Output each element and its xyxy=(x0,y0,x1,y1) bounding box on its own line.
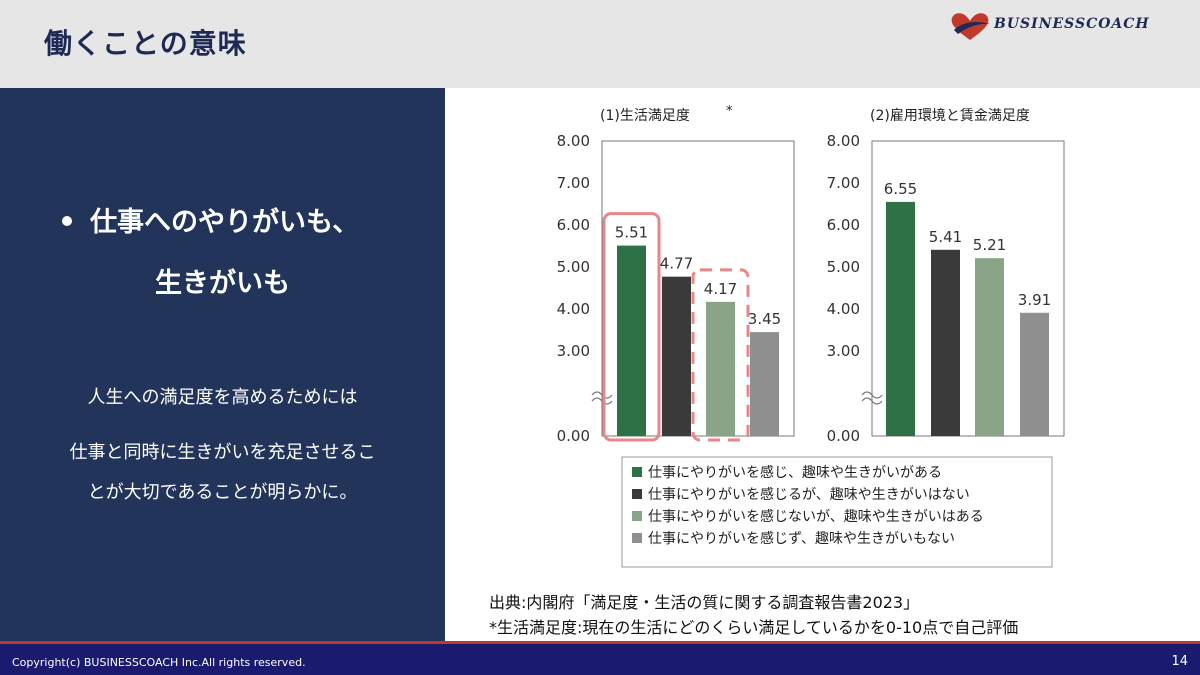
legend-label: 仕事にやりがいを感じないが、趣味や生きがいはある xyxy=(648,508,984,525)
source-line-1: 出典:内閣府「満足度・生活の質に関する調査報告書2023」 xyxy=(489,593,920,612)
legend-swatch xyxy=(632,533,642,543)
data-label: 5.51 xyxy=(615,224,648,242)
chart-title-note: * xyxy=(726,104,733,119)
bar xyxy=(886,201,915,436)
y-tick-label: 8.00 xyxy=(557,132,590,150)
y-tick-label: 5.00 xyxy=(827,258,860,276)
highlight-box xyxy=(602,212,661,442)
y-tick-label: 6.00 xyxy=(827,216,860,234)
bullet-point: 仕事へのやりがいも、 xyxy=(62,200,359,239)
bullet-line-1: 仕事へのやりがいも、 xyxy=(90,207,360,238)
bar xyxy=(662,276,691,436)
axis-break-mark xyxy=(591,391,613,399)
left-panel: 仕事へのやりがいも、 生きがいも 人生への満足度を高めるためには 仕事と同時に生… xyxy=(0,88,445,641)
y-tick-label: 8.00 xyxy=(827,132,860,150)
highlight-box xyxy=(691,268,750,442)
legend-swatch xyxy=(632,489,642,499)
page-number: 14 xyxy=(1171,654,1188,669)
legend-swatch xyxy=(632,511,642,521)
logo-text: BUSINESSCOACH xyxy=(994,16,1150,32)
logo-emblem-icon xyxy=(951,13,990,40)
data-label: 3.45 xyxy=(748,310,781,328)
legend-box xyxy=(621,456,1053,568)
axis-break-mark xyxy=(861,397,883,405)
y-tick-label: 3.00 xyxy=(827,342,860,360)
y-tick-label: 6.00 xyxy=(557,216,590,234)
data-label: 4.77 xyxy=(660,255,693,273)
header-bar xyxy=(0,0,1200,88)
page-title: 働くことの意味 xyxy=(44,27,247,60)
chart-frame xyxy=(601,140,795,437)
axis-break-mark xyxy=(591,397,613,405)
chart-title: (1)生活満足度 xyxy=(600,108,690,124)
bar xyxy=(975,258,1004,436)
legend-label: 仕事にやりがいを感じるが、趣味や生きがいはない xyxy=(648,486,970,503)
bar xyxy=(750,332,779,436)
y-tick-label: 7.00 xyxy=(827,174,860,192)
bar xyxy=(1020,312,1049,436)
copyright-text: Copyright(c) BUSINESSCOACH Inc.All right… xyxy=(12,656,306,669)
chart-area: (1)生活満足度 * 8.00 7.00 6.00 5.00 4.00 3.00 0.00 5.5… xyxy=(530,95,1090,570)
chart-frame xyxy=(871,140,1065,437)
paragraph-2-line-1: 仕事と同時に生きがいを充足させるこ xyxy=(69,442,376,463)
data-label: 3.91 xyxy=(1018,291,1051,309)
legend-label: 仕事にやりがいを感じず、趣味や生きがいもない xyxy=(648,530,955,547)
data-label: 4.17 xyxy=(704,280,737,298)
y-tick-label: 3.00 xyxy=(557,342,590,360)
y-tick-label: 5.00 xyxy=(557,258,590,276)
paragraph-1: 人生への満足度を高めるためには xyxy=(87,387,358,408)
data-label: 6.55 xyxy=(884,180,917,198)
source-line-2: *生活満足度:現在の生活にどのくらい満足しているかを0-10点で自己評価 xyxy=(489,618,1019,637)
paragraph-2-line-2: とが大切であることが明らかに。 xyxy=(87,482,358,503)
data-label: 5.41 xyxy=(929,228,962,246)
y-tick-label: 0.00 xyxy=(827,427,860,445)
y-tick-label: 7.00 xyxy=(557,174,590,192)
bullet-line-2: 生きがいも xyxy=(155,268,290,299)
chart-title: (2)雇用環境と賃金満足度 xyxy=(870,107,1030,124)
data-label: 5.21 xyxy=(973,236,1006,254)
legend-label: 仕事にやりがいを感じ、趣味や生きがいがある xyxy=(648,464,942,481)
y-tick-label: 4.00 xyxy=(557,300,590,318)
axis-break-mark xyxy=(861,391,883,399)
footer-bar xyxy=(0,641,1200,675)
bullet-dot-icon xyxy=(62,215,72,226)
legend-swatch xyxy=(632,467,642,477)
y-tick-label: 0.00 xyxy=(557,427,590,445)
bar xyxy=(617,245,646,436)
company-logo: BUSINESSCOACH xyxy=(948,10,1176,44)
bar xyxy=(931,249,960,436)
footer-accent-line xyxy=(0,641,1200,644)
y-tick-label: 4.00 xyxy=(827,300,860,318)
source-note: 出典:内閣府「満足度・生活の質に関する調査報告書2023」 *生活満足度:現在の… xyxy=(489,590,1018,640)
bar-charts: (1)生活満足度 * 8.00 7.00 6.00 5.00 4.00 3.00 0.00 5.5… xyxy=(557,104,1065,568)
bar xyxy=(706,301,735,436)
